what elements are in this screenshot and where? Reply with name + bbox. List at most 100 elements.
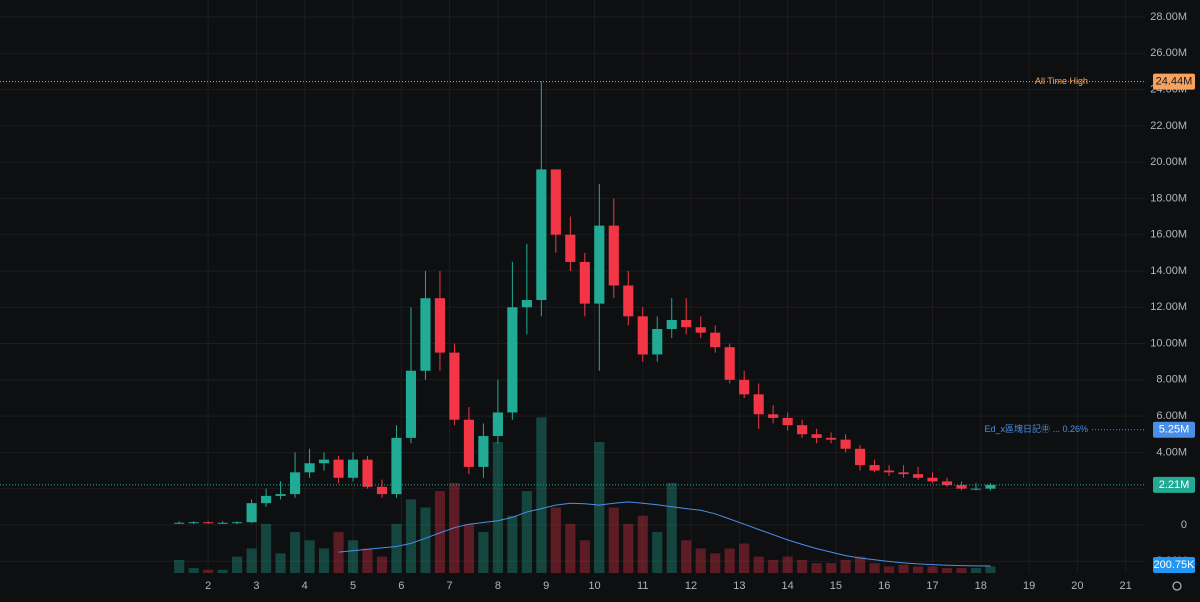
- candle-body: [840, 439, 851, 449]
- candle-body: [492, 412, 503, 437]
- volume-bar: [565, 523, 576, 573]
- candle-body: [550, 169, 561, 235]
- axes: -2.00M02.00M4.00M6.00M8.00M10.00M12.00M1…: [205, 0, 1200, 597]
- volume-bar: [362, 548, 373, 573]
- candle-body: [434, 298, 446, 353]
- price-badge-label: 200.75K: [1154, 559, 1196, 571]
- y-tick-label: 22.00M: [1150, 120, 1187, 132]
- x-tick-label: 5: [350, 580, 356, 592]
- x-tick-label: 12: [685, 580, 697, 592]
- volume-bar: [855, 556, 866, 573]
- x-tick-label: 9: [543, 580, 549, 592]
- volume-bar: [463, 523, 474, 573]
- volume-bar: [232, 556, 243, 573]
- volume-bar: [811, 563, 822, 573]
- volume-bar: [768, 559, 779, 573]
- x-tick-label: 19: [1023, 580, 1035, 592]
- candle-body: [941, 481, 953, 486]
- x-tick-label: 15: [830, 580, 842, 592]
- volume-bar: [956, 568, 967, 573]
- candle-body: [405, 370, 417, 438]
- x-tick-label: 8: [495, 580, 501, 592]
- candle-body: [449, 352, 460, 420]
- volume-bar: [521, 491, 532, 573]
- volume-bar: [840, 559, 851, 573]
- x-tick-label: 16: [878, 580, 890, 592]
- candle-body: [579, 261, 590, 304]
- volume-bar: [912, 566, 924, 573]
- volume-bar: [927, 566, 938, 573]
- volume-bar: [507, 515, 518, 573]
- x-tick-label: 13: [733, 580, 745, 592]
- price-badge: [1153, 73, 1195, 90]
- volume-bar: [492, 442, 503, 573]
- candle-body: [304, 463, 315, 473]
- volume-bar: [376, 556, 388, 573]
- volume-bar: [985, 566, 996, 573]
- candle-body: [376, 486, 388, 495]
- volume-bar: [536, 417, 547, 573]
- volume-bar: [347, 540, 359, 573]
- y-tick-label: 6.00M: [1156, 410, 1187, 422]
- candle-body: [275, 494, 286, 496]
- volume-bar: [275, 553, 286, 573]
- volume-bar: [637, 515, 648, 573]
- x-tick-label: 2: [205, 580, 211, 592]
- candle-body: [217, 522, 228, 524]
- volume-bar: [333, 532, 344, 573]
- candle-body: [927, 477, 938, 482]
- settings-button[interactable]: [1172, 581, 1182, 591]
- candle-body: [318, 459, 330, 464]
- y-tick-label: 28.00M: [1150, 11, 1187, 23]
- candle-body: [811, 434, 822, 438]
- volume-bar: [970, 568, 982, 573]
- x-tick-label: 17: [926, 580, 938, 592]
- candle-body: [782, 417, 793, 426]
- volume-bar: [710, 553, 721, 573]
- candle-body: [507, 307, 518, 413]
- x-tick-label: 11: [637, 580, 648, 592]
- candle-body: [521, 300, 532, 308]
- candle-body: [478, 436, 489, 467]
- y-tick-label: 8.00M: [1156, 374, 1187, 386]
- volume-bar: [246, 548, 257, 573]
- candle-body: [797, 425, 808, 435]
- candle-body: [565, 234, 576, 262]
- settings-icon[interactable]: [1172, 581, 1182, 591]
- volume-bar: [391, 523, 402, 573]
- volume-bar: [318, 548, 330, 573]
- candle-body: [174, 522, 185, 524]
- volume-bar: [753, 556, 764, 573]
- axis-background: [1145, 0, 1200, 597]
- candle-body: [261, 495, 272, 504]
- indicator-label: Ed_x區塊日記㊥ ... 0.26%: [984, 423, 1088, 434]
- volume-bar: [623, 523, 634, 573]
- candle-body: [463, 419, 474, 467]
- y-tick-label: 26.00M: [1150, 47, 1187, 59]
- volume-bar: [304, 540, 315, 573]
- y-tick-label: 10.00M: [1150, 337, 1187, 349]
- volume-bar: [203, 569, 214, 573]
- candle-body: [188, 522, 199, 524]
- volume-bar: [782, 556, 793, 573]
- candle-body: [970, 488, 982, 490]
- candle-body: [724, 347, 735, 380]
- volume-bar: [724, 548, 735, 573]
- volume-bar: [188, 568, 199, 573]
- volume-bar: [594, 442, 605, 573]
- volume-bar: [478, 532, 489, 573]
- candle-body: [855, 448, 866, 466]
- candle-body: [681, 319, 692, 328]
- volume-bar: [608, 507, 619, 573]
- candle-body: [623, 285, 634, 317]
- candle-body: [869, 465, 880, 471]
- x-tick-label: 6: [398, 580, 404, 592]
- candle-body: [956, 485, 967, 489]
- candle-body: [898, 472, 909, 475]
- candle-body: [420, 298, 431, 371]
- volume-bar: [826, 563, 837, 573]
- y-tick-label: 12.00M: [1150, 301, 1187, 313]
- volume-bar: [681, 540, 692, 573]
- x-tick-label: 7: [447, 580, 453, 592]
